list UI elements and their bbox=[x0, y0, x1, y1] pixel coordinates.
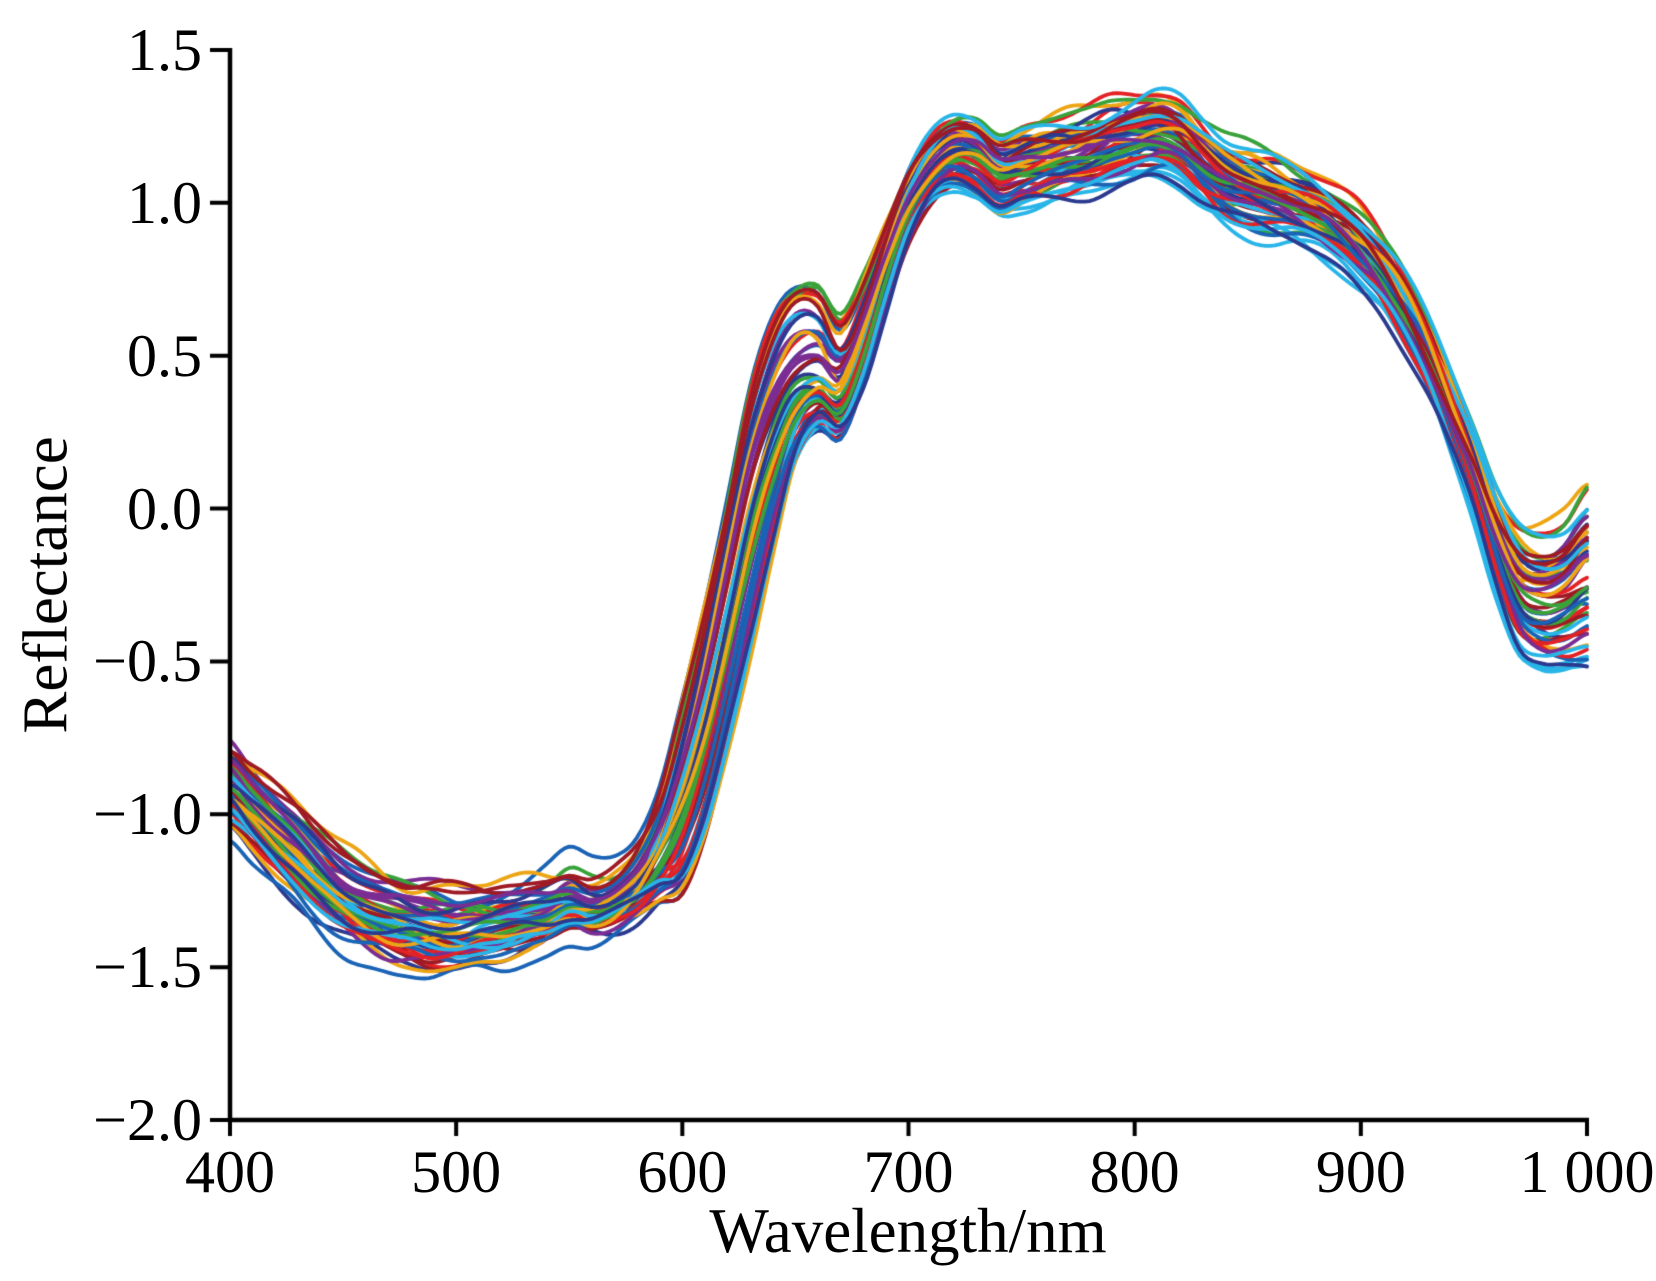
y-axis-title: Reflectance bbox=[10, 436, 81, 734]
x-tick-label: 800 bbox=[1089, 1139, 1180, 1205]
x-tick-label: 1 000 bbox=[1519, 1139, 1655, 1205]
x-tick-label: 900 bbox=[1315, 1139, 1406, 1205]
y-tick-label: −1.0 bbox=[93, 781, 202, 848]
x-tick-label: 600 bbox=[637, 1139, 728, 1205]
y-tick-label: 1.0 bbox=[127, 169, 202, 236]
y-tick-label: −0.5 bbox=[93, 628, 202, 695]
x-tick-label: 400 bbox=[185, 1139, 275, 1205]
x-axis-title: Wavelength/nm bbox=[709, 1196, 1107, 1266]
y-tick-label: 0.5 bbox=[127, 322, 202, 389]
x-tick-label: 700 bbox=[863, 1139, 954, 1205]
y-tick-label: 1.5 bbox=[127, 17, 202, 83]
x-tick-label: 500 bbox=[411, 1139, 502, 1205]
y-tick-label: 0.0 bbox=[127, 475, 202, 542]
y-tick-label: −2.0 bbox=[93, 1087, 202, 1153]
y-tick-label: −1.5 bbox=[93, 934, 202, 1001]
